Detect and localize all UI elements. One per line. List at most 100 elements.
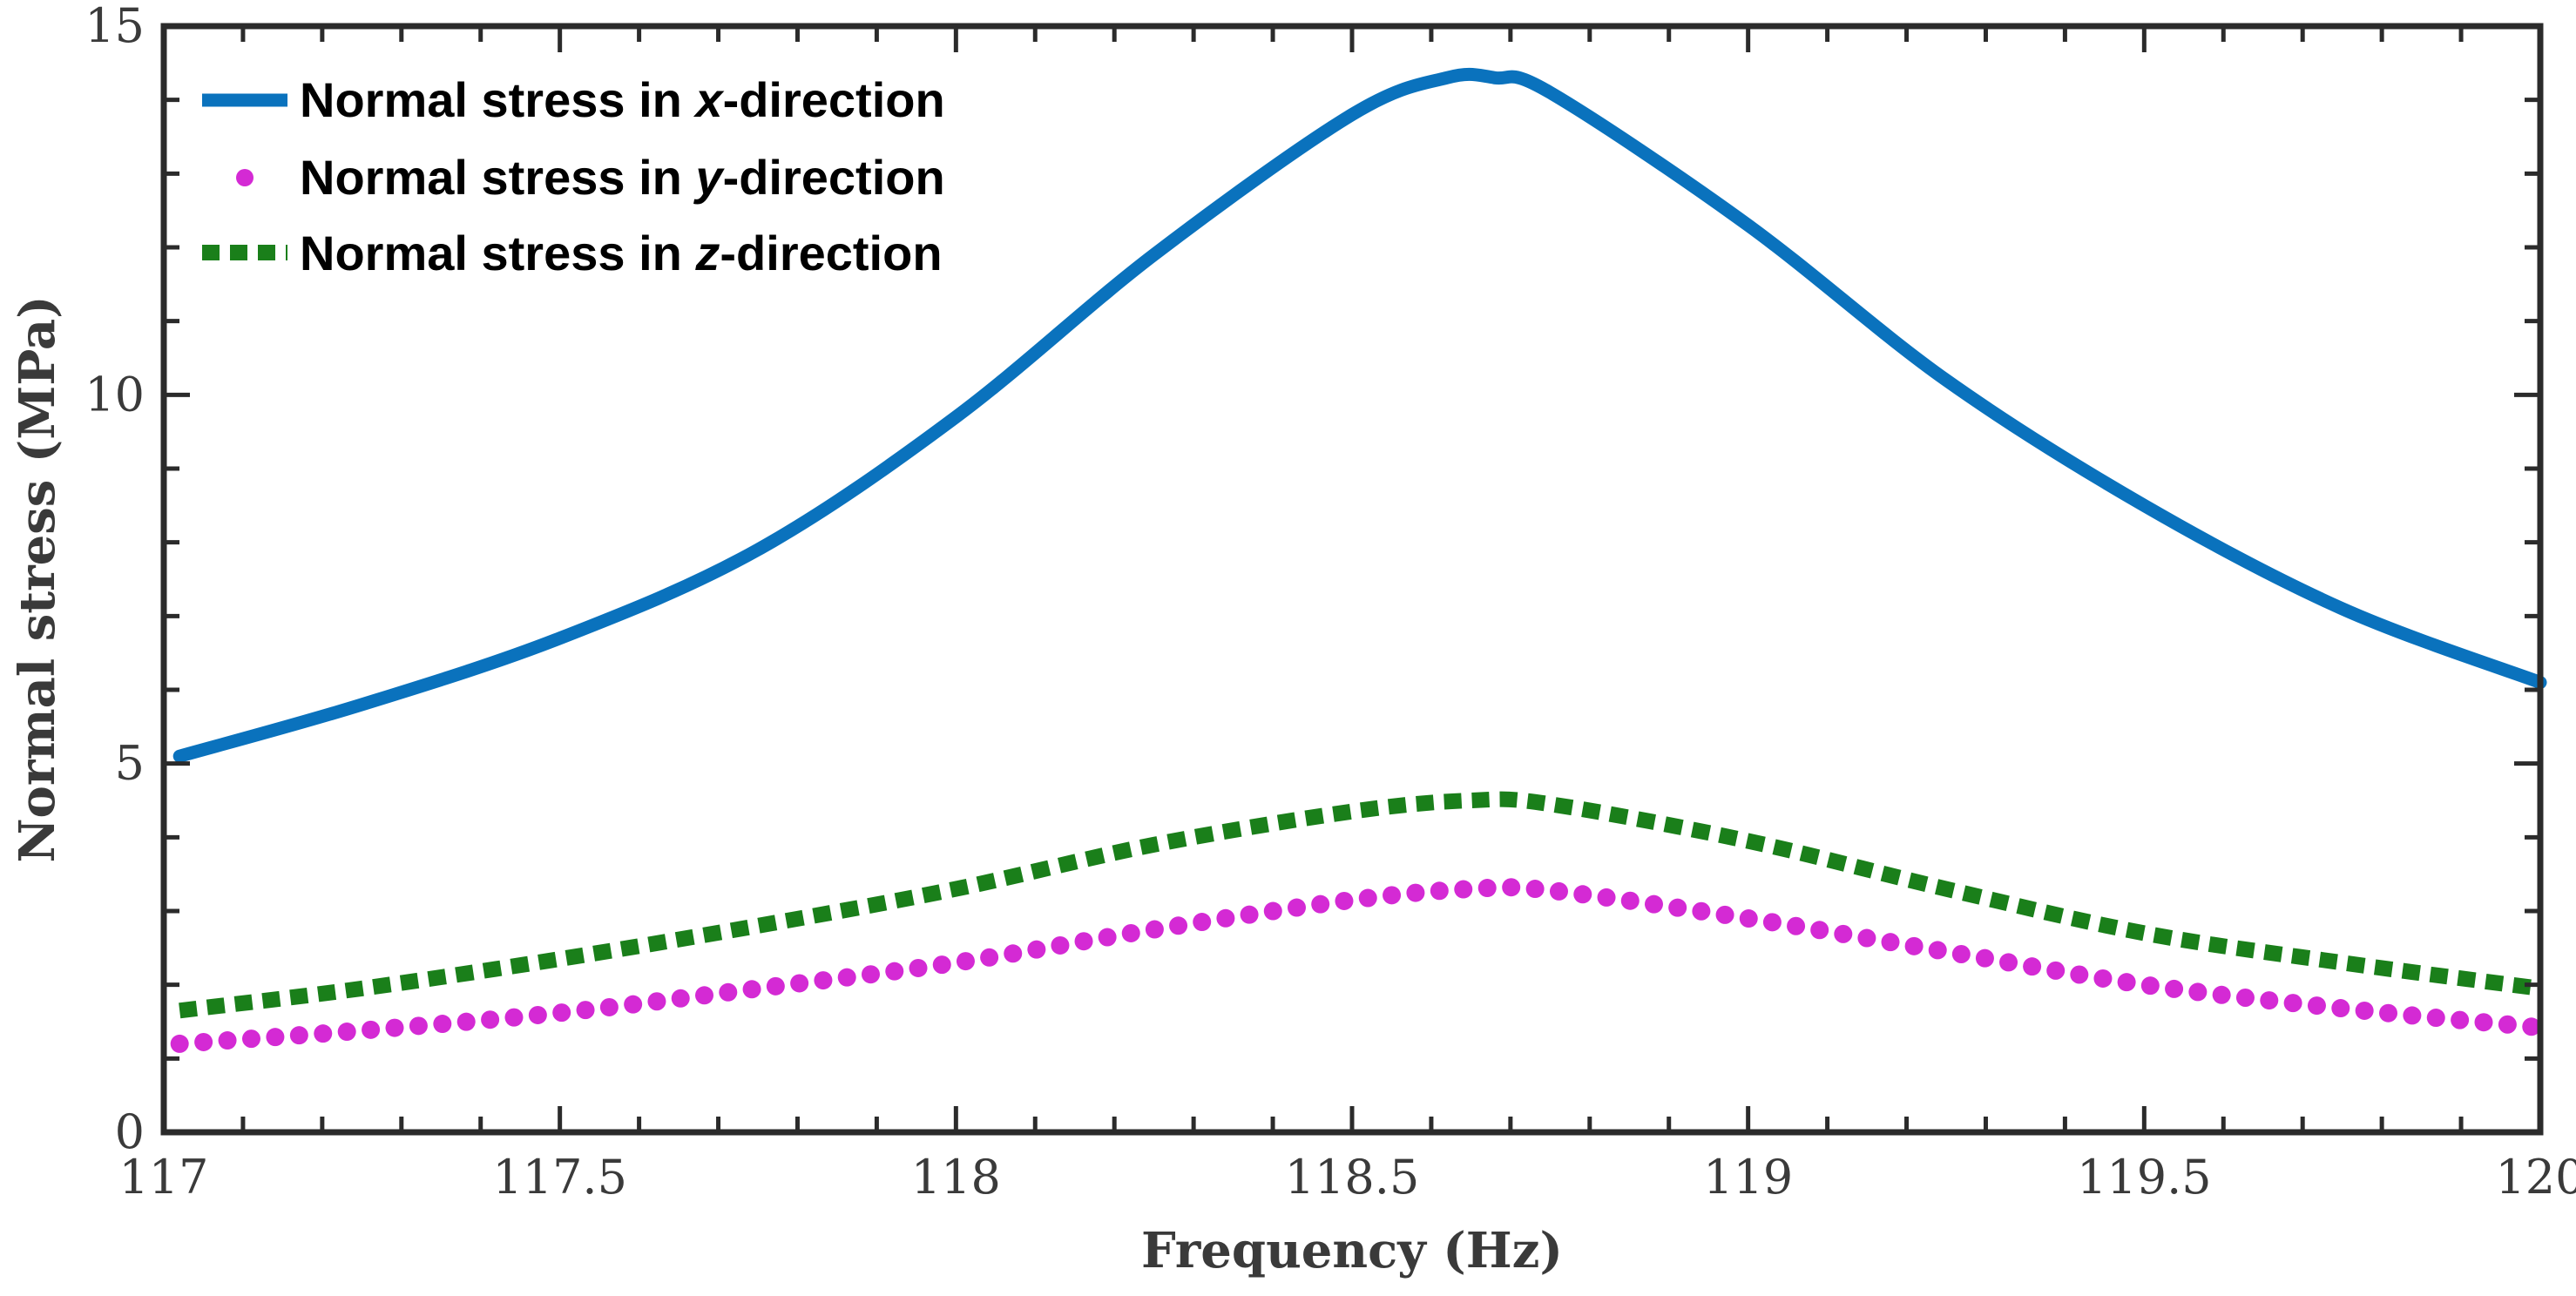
x-tick-label: 118.5	[1285, 1150, 1420, 1205]
series-point-y-direction	[1904, 936, 1924, 955]
series-point-y-direction	[2451, 1010, 2470, 1029]
series-point-y-direction	[647, 992, 666, 1011]
series-point-y-direction	[2140, 976, 2160, 996]
series-point-y-direction	[552, 1003, 571, 1023]
legend-label-x-suffix: -direction	[723, 72, 945, 127]
series-point-y-direction	[1762, 913, 1782, 932]
series-point-y-direction	[1358, 888, 1377, 908]
legend-label-z-suffix: -direction	[720, 226, 942, 280]
series-point-y-direction	[1477, 879, 1497, 898]
series-point-y-direction	[624, 995, 643, 1014]
series-point-y-direction	[1739, 909, 1758, 928]
series-line-x-direction	[172, 67, 2547, 763]
series-point-y-direction	[1335, 891, 1354, 910]
series-point-y-direction	[2235, 989, 2255, 1008]
series-point-y-direction	[695, 986, 714, 1005]
series-point-y-direction	[1287, 898, 1306, 917]
legend: Normal stress in x-direction Normal stre…	[202, 72, 945, 280]
series-point-y-direction	[1193, 913, 1212, 932]
series-point-y-direction	[814, 971, 833, 990]
series-point-y-direction	[909, 958, 928, 977]
series-point-y-direction	[2070, 965, 2089, 984]
series-point-y-direction	[1311, 894, 1330, 914]
series-point-y-direction	[1597, 888, 1616, 907]
series-point-y-direction	[1715, 905, 1734, 924]
series-point-y-direction	[1951, 945, 1971, 964]
series-point-y-direction	[1549, 881, 1568, 901]
series-point-y-direction	[1216, 908, 1235, 928]
x-axis-title: Frequency (Hz)	[1141, 1222, 1563, 1279]
series-point-y-direction	[528, 1005, 547, 1024]
x-tick-label: 119.5	[2077, 1150, 2212, 1205]
x-tick-label: 117	[118, 1150, 208, 1205]
series-point-y-direction	[337, 1023, 356, 1042]
series-point-y-direction	[1525, 880, 1545, 899]
plot-frame	[160, 23, 2544, 1136]
series-point-y-direction	[2355, 1001, 2374, 1020]
series-point-y-direction	[790, 974, 809, 993]
series-point-y-direction	[956, 952, 975, 971]
series-point-y-direction	[481, 1010, 500, 1029]
series-point-y-direction	[2474, 1013, 2493, 1032]
series-point-y-direction	[1454, 880, 1473, 899]
series-point-y-direction	[1834, 924, 1853, 943]
series-point-y-direction	[2165, 979, 2184, 998]
legend-label-z-var: z	[694, 226, 720, 280]
series-point-y-direction	[2307, 996, 2326, 1016]
labels-layer: 117 117.5 118 118.5 119 119.5 120 0 5 10 15	[85, 0, 2576, 1205]
series-point-y-direction	[241, 1029, 260, 1049]
x-tick-label: 119	[1703, 1150, 1793, 1205]
series-point-y-direction	[2426, 1009, 2445, 1028]
legend-label-y-prefix: Normal stress in	[300, 150, 695, 205]
series-point-y-direction	[218, 1031, 237, 1050]
legend-label-z: Normal stress in z-direction	[300, 226, 943, 280]
series-point-y-direction	[576, 1001, 595, 1020]
series-point-y-direction	[1383, 886, 1402, 905]
x-tick-label: 118	[911, 1150, 1001, 1205]
legend-label-y-var: y	[693, 150, 725, 205]
series-point-y-direction	[2093, 969, 2113, 988]
series-point-y-direction	[1975, 948, 1994, 968]
y-tick-label: 0	[115, 1104, 145, 1159]
series-point-y-direction	[1644, 894, 1663, 914]
series-point-y-direction	[1999, 953, 2018, 972]
legend-label-z-prefix: Normal stress in	[300, 226, 695, 280]
series-point-y-direction	[1928, 941, 1947, 960]
series-point-y-direction	[385, 1018, 404, 1037]
legend-label-y: Normal stress in y-direction	[300, 150, 945, 205]
series-point-y-direction	[1169, 916, 1188, 935]
series-point-y-direction	[2260, 991, 2279, 1010]
series-point-y-direction	[599, 997, 619, 1016]
x-tick-label: 117.5	[492, 1150, 627, 1205]
series-point-y-direction	[2379, 1003, 2398, 1023]
series-point-y-direction	[885, 962, 904, 981]
series-point-y-direction	[1502, 878, 1521, 897]
y-tick-label: 15	[85, 0, 145, 53]
series-point-y-direction	[2188, 982, 2208, 1002]
series-point-y-direction	[314, 1024, 333, 1043]
legend-label-x-var: x	[693, 72, 725, 127]
y-tick-label: 5	[115, 736, 145, 791]
series-point-y-direction	[1121, 923, 1140, 942]
series-point-y-direction	[1573, 885, 1592, 904]
series-point-y-direction	[170, 1034, 189, 1053]
series-point-y-direction	[1668, 898, 1687, 917]
series-point-y-direction	[1857, 928, 1876, 948]
y-axis-title: Normal stress (MPa)	[9, 295, 66, 862]
legend-label-y-suffix: -direction	[723, 150, 945, 205]
series-point-y-direction	[2046, 961, 2066, 980]
series-dots-y-direction	[170, 878, 2541, 1053]
series-point-y-direction	[1430, 881, 1449, 901]
series-point-y-direction	[1810, 921, 1829, 940]
series-point-y-direction	[1145, 920, 1164, 939]
series-point-y-direction	[2331, 999, 2350, 1018]
legend-label-x: Normal stress in x-direction	[300, 72, 945, 127]
series-point-y-direction	[1098, 928, 1117, 947]
series-point-y-direction	[837, 968, 856, 987]
series-point-y-direction	[1692, 901, 1711, 921]
series-point-y-direction	[2023, 957, 2042, 976]
y-tick-label: 10	[85, 367, 145, 422]
series-point-y-direction	[2403, 1006, 2422, 1025]
series-point-y-direction	[266, 1028, 285, 1047]
x-tick-label: 120	[2495, 1150, 2576, 1205]
